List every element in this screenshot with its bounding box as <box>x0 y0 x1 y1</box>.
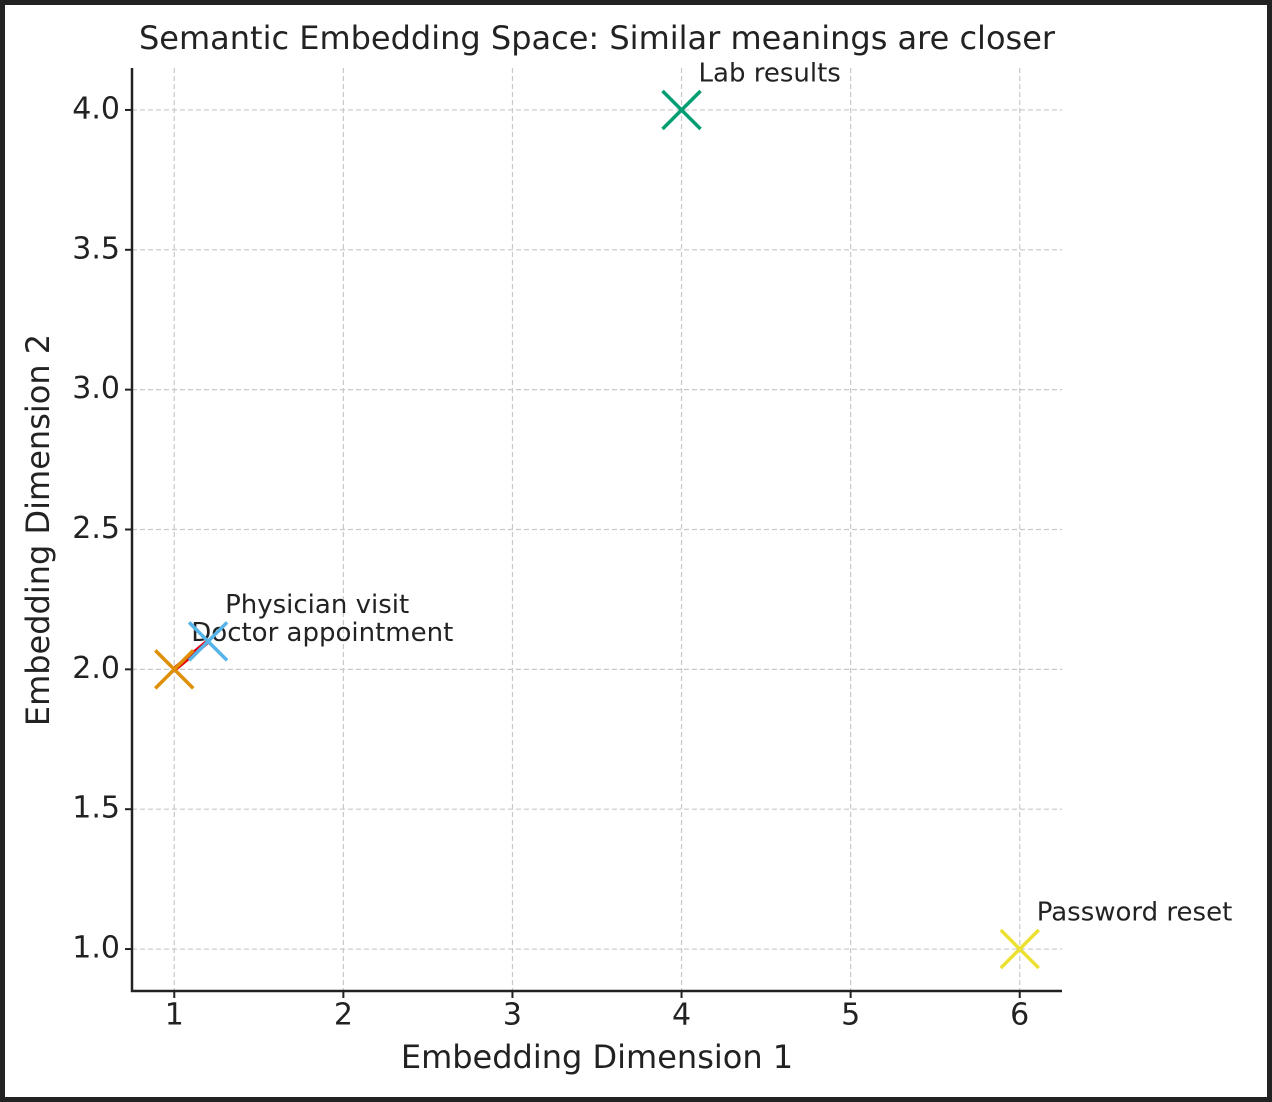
y-tick-label: 1.0 <box>72 931 120 966</box>
x-tick-label: 4 <box>672 998 691 1033</box>
point-label: Lab results <box>699 58 841 88</box>
x-axis-label: Embedding Dimension 1 <box>401 1038 793 1076</box>
chart-title: Semantic Embedding Space: Similar meanin… <box>139 19 1056 57</box>
x-tick-label: 1 <box>165 998 184 1033</box>
y-axis-label: Embedding Dimension 2 <box>19 334 57 726</box>
x-tick-label: 6 <box>1010 998 1029 1033</box>
y-tick-label: 3.0 <box>72 371 120 406</box>
point-marker <box>187 621 229 662</box>
x-tick-label: 2 <box>334 998 353 1033</box>
point-label: Doctor appointment <box>191 618 453 648</box>
x-tick-label: 5 <box>841 998 860 1033</box>
y-tick-label: 3.5 <box>72 231 120 266</box>
y-tick-label: 1.5 <box>72 791 120 826</box>
point-label: Password reset <box>1037 898 1233 928</box>
y-tick-label: 2.5 <box>72 511 120 546</box>
point-label: Physician visit <box>225 590 409 620</box>
y-tick-label: 4.0 <box>72 91 120 126</box>
y-tick-label: 2.0 <box>72 651 120 686</box>
point-marker <box>661 89 702 131</box>
x-tick-label: 3 <box>503 998 522 1033</box>
point-marker <box>154 649 195 690</box>
point-marker <box>999 928 1040 970</box>
